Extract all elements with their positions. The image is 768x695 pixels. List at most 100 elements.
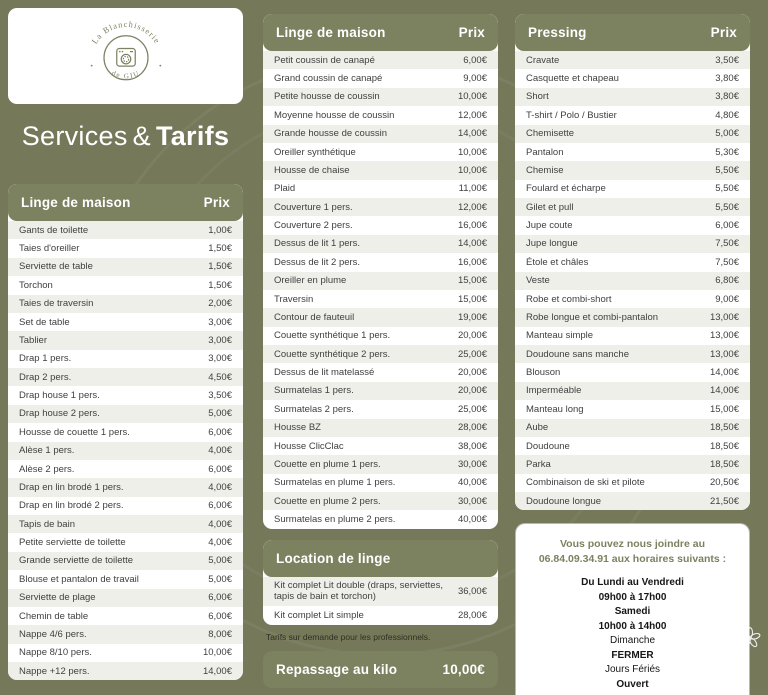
price-row: Contour de fauteuil 19,00€ [263,308,498,327]
price-row: Drap en lin brodé 2 pers. 6,00€ [8,497,243,515]
price-row: Torchon 1,50€ [8,276,243,294]
item-label: Surmatelas 2 pers. [274,403,354,415]
item-price: 3,00€ [208,334,232,346]
schedule-line: Samedi [614,606,651,618]
item-price: 3,50€ [715,54,739,66]
title-services: Services [21,121,128,151]
item-price: 13,00€ [709,311,739,323]
item-price: 3,80€ [715,91,739,103]
price-row: Doudoune 18,50€ [515,437,750,455]
price-row: Alèse 2 pers. 6,00€ [8,460,243,478]
item-price: 25,00€ [457,348,487,360]
price-row: Oreiller synthétique 10,00€ [263,143,498,161]
price-row: Alèse 1 pers. 4,00€ [8,441,243,460]
price-row: Dessus de lit 1 pers. 14,00€ [263,234,498,254]
item-label: Oreiller en plume [274,275,347,287]
table-title: Location de linge [276,550,391,566]
price-row: Serviette de table 1,50€ [8,257,243,277]
item-price: 1,00€ [208,224,232,236]
item-price: 14,00€ [709,367,739,379]
price-row: Serviette de plage 6,00€ [8,588,243,607]
price-row: Dessus de lit 2 pers. 16,00€ [263,253,498,271]
schedule-line: Dimanche [609,635,656,647]
item-label: Taies de traversin [19,298,94,310]
item-price: 12,00€ [457,109,487,121]
item-price: 36,00€ [457,585,487,597]
price-row: Drap house 1 pers. 3,50€ [8,386,243,404]
price-row: Nappe +12 pers. 14,00€ [8,662,243,681]
item-price: 10,00€ [202,647,232,659]
price-row: Doudoune sans manche 13,00€ [515,345,750,364]
item-price: 1,50€ [208,261,232,273]
logo-dot-right [158,64,161,67]
item-price: 6,00€ [208,426,232,438]
table-title: Linge de maison [21,195,131,210]
price-row: Surmatelas en plume 1 pers. 40,00€ [263,474,498,492]
item-price: 6,00€ [463,54,487,66]
item-label: Robe longue et combi-pantalon [526,311,659,323]
item-price: 14,00€ [457,128,487,140]
price-row: Grand coussin de canapé 9,00€ [263,69,498,87]
item-label: Chemin de table [19,610,89,622]
professionals-note: Tarifs sur demande pour les professionne… [266,631,431,642]
item-label: Parka [526,458,551,470]
contact-card: Vous pouvez nous joindre au 06.84.09.34.… [515,523,750,695]
item-label: Surmatelas en plume 1 pers. [274,477,396,489]
table-header: Location de linge [263,539,498,577]
price-row: Drap 2 pers. 4,50€ [8,368,243,387]
location-de-linge-table: Location de linge Kit complet Lit double… [263,539,498,625]
item-label: Casquette et chapeau [526,73,619,85]
item-label: Chemise [526,164,564,176]
item-label: Serviette de plage [19,592,96,604]
item-price: 20,00€ [457,330,487,342]
price-row: Robe longue et combi-pantalon 13,00€ [515,308,750,327]
item-label: Doudoune [526,440,570,452]
price-row: Jupe coute 6,00€ [515,216,750,234]
item-label: Pantalon [526,146,564,158]
item-price: 9,00€ [463,73,487,85]
item-label: Blouson [526,367,561,379]
price-row: Housse BZ 28,00€ [263,418,498,437]
linge-de-maison-table-1: Linge de maison Prix Gants de toilette 1… [8,184,243,681]
price-row: Kit complet Lit double (draps, serviette… [263,576,498,607]
price-row: Drap 1 pers. 3,00€ [8,350,243,368]
table-header: Linge de maison Prix [8,184,243,221]
price-row: Manteau long 15,00€ [515,400,750,418]
price-row: Gants de toilette 1,00€ [8,221,243,240]
item-price: 1,50€ [208,243,232,255]
price-row: Chemisette 5,00€ [515,124,750,143]
opening-hours: Du Lundi au Vendredi 09h00 à 17h00 Samed… [524,576,741,692]
price-row: Petit coussin de canapé 6,00€ [263,51,498,70]
item-price: 10,00€ [457,146,487,158]
item-price: 6,00€ [715,220,739,232]
table-title: Pressing [528,25,587,40]
item-label: Manteau simple [526,330,594,342]
price-column-header: Prix [203,195,230,210]
item-price: 16,00€ [457,220,487,232]
item-price: 20,50€ [709,477,739,489]
price-row: T-shirt / Polo / Bustier 4,80€ [515,106,750,124]
price-row: Imperméable 14,00€ [515,381,750,401]
item-price: 18,50€ [709,440,739,452]
item-label: Drap 2 pers. [19,371,72,383]
item-label: Surmatelas en plume 2 pers. [274,514,396,526]
item-price: 7,50€ [715,256,739,268]
item-label: Couette synthétique 2 pers. [274,348,391,360]
price-row: Couette en plume 2 pers. 30,00€ [263,492,498,511]
item-price: 3,50€ [208,390,232,402]
item-price: 6,00€ [208,500,232,512]
item-label: Foulard et écharpe [526,183,606,195]
item-price: 3,80€ [715,73,739,85]
title-tarifs: Tarifs [155,121,230,151]
price-row: Kit complet Lit simple 28,00€ [263,606,498,624]
item-price: 19,00€ [457,311,487,323]
contact-intro-line1: Vous pouvez nous joindre au [559,538,706,551]
price-row: Pantalon 5,30€ [515,143,750,161]
schedule-line: Jours Fériés [604,664,660,676]
item-price: 15,00€ [457,293,487,305]
price-row: Couette synthétique 2 pers. 25,00€ [263,345,498,364]
item-price: 4,00€ [208,481,232,493]
price-row: Plaid 11,00€ [263,180,498,198]
item-label: Grand coussin de canapé [274,73,383,85]
